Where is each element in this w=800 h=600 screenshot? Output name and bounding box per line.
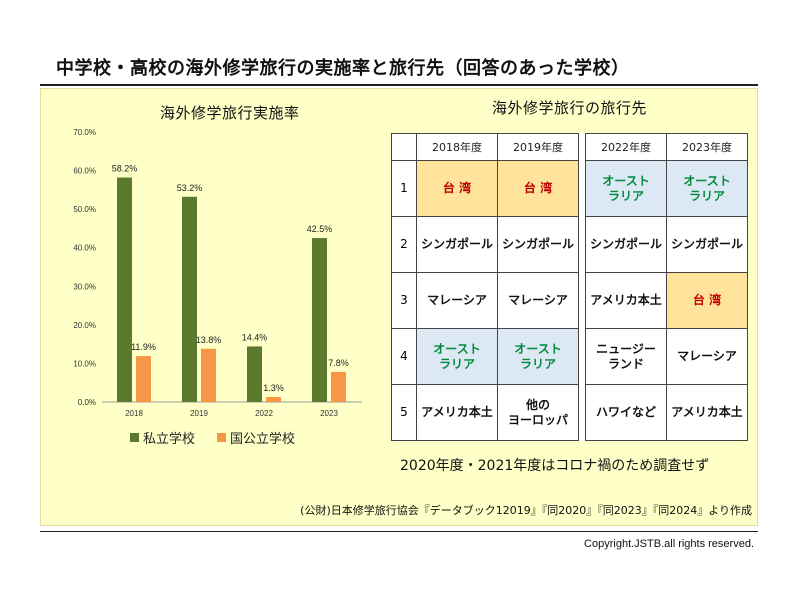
rank-cell: 5 — [391, 384, 417, 441]
table-row: 2 シンガポール シンガポール シンガポール シンガポール — [391, 216, 748, 273]
x-tick-label: 2023 — [320, 409, 338, 418]
data-label: 11.9% — [131, 342, 156, 352]
legend-label-private: 私立学校 — [143, 432, 196, 447]
column-gap — [578, 216, 586, 273]
destination-cell: 台 湾 — [666, 272, 748, 329]
source-citation: (公財)日本修学旅行協会『データブック12019』『同2020』『同2023』『… — [300, 504, 752, 517]
title-underline — [40, 84, 758, 86]
page-title: 中学校・高校の海外修学旅行の実施率と旅行先（回答のあった学校） — [56, 58, 630, 79]
legend-item-public: 国公立学校 — [217, 428, 295, 447]
destination-cell: アメリカ本土 — [585, 272, 667, 329]
destination-cell: マレーシア — [416, 272, 498, 329]
destination-cell: シンガポール — [497, 216, 579, 273]
chart-title: 海外修学旅行実施率 — [160, 104, 300, 122]
rank-cell: 4 — [391, 328, 417, 385]
destination-cell: 台 湾 — [416, 160, 498, 217]
destination-cell: マレーシア — [497, 272, 579, 329]
bar-2019-public — [201, 348, 216, 402]
y-tick-label: 50.0% — [73, 205, 96, 214]
y-tick-label: 10.0% — [73, 359, 96, 368]
destination-table: 2018年度 2019年度 2022年度 2023年度 1 台 湾台 湾オースト ラリア オー… — [391, 133, 748, 441]
destination-cell: オースト ラリア — [416, 328, 498, 385]
x-tick-label: 2018 — [125, 409, 143, 418]
bar-2018-public — [136, 356, 151, 402]
rank-header — [391, 133, 417, 161]
destination-cell: シンガポール — [416, 216, 498, 273]
data-label: 58.2% — [112, 164, 138, 174]
data-label: 7.8% — [328, 358, 349, 368]
destination-cell: マレーシア — [666, 328, 748, 385]
column-gap — [578, 133, 586, 161]
destination-cell: シンガポール — [585, 216, 667, 273]
y-tick-label: 40.0% — [73, 244, 96, 253]
bar-2023-private — [312, 238, 327, 402]
destination-cell: ハワイなど — [585, 384, 667, 441]
table-row: 4 オースト ラリア オースト ラリア ニュージー ランド マレーシア — [391, 328, 748, 385]
table-row: 3 マレーシア マレーシア アメリカ本土台 湾 — [391, 272, 748, 329]
bar-2022-public — [266, 396, 281, 402]
data-label: 1.3% — [263, 383, 284, 393]
data-label: 53.2% — [177, 183, 203, 193]
data-label: 42.5% — [307, 224, 333, 234]
footer-rule — [40, 531, 758, 532]
destination-cell: 台 湾 — [497, 160, 579, 217]
destination-cell: オースト ラリア — [585, 160, 667, 217]
x-tick-label: 2022 — [255, 409, 273, 418]
y-tick-label: 20.0% — [73, 321, 96, 330]
chart-legend: 私立学校 国公立学校 — [130, 428, 295, 447]
legend-swatch-public — [217, 433, 227, 442]
data-label: 13.8% — [196, 335, 222, 345]
column-gap — [578, 160, 586, 217]
rank-cell: 3 — [391, 272, 417, 329]
bar-2019-private — [182, 196, 197, 402]
rank-cell: 1 — [391, 160, 417, 217]
table-title: 海外修学旅行の旅行先 — [492, 99, 648, 117]
table-row: 5 アメリカ本土 他の ヨーロッパ ハワイなど アメリカ本土 — [391, 384, 748, 441]
year-header: 2022年度 — [585, 133, 667, 161]
legend-label-public: 国公立学校 — [230, 432, 296, 447]
destination-cell: アメリカ本土 — [666, 384, 748, 441]
y-tick-label: 70.0% — [73, 128, 96, 137]
covid-note: 2020年度・2021年度はコロナ禍のため調査せず — [400, 458, 710, 474]
y-tick-label: 30.0% — [73, 282, 96, 291]
bar-2023-public — [331, 371, 346, 402]
destination-cell: オースト ラリア — [666, 160, 748, 217]
bar-chart: 0.0% 10.0% 20.0% 30.0% 40.0% 50.0% 60.0% 70.0% 5… — [73, 128, 362, 418]
y-tick-label: 60.0% — [73, 167, 96, 176]
bar-2022-private — [247, 346, 262, 402]
destination-cell: アメリカ本土 — [416, 384, 498, 441]
destination-cell: ニュージー ランド — [585, 328, 667, 385]
column-gap — [578, 384, 586, 441]
table-header-row: 2018年度 2019年度 2022年度 2023年度 — [391, 133, 748, 161]
copyright-text: Copyright.JSTB.all rights reserved. — [584, 538, 754, 550]
destination-cell: シンガポール — [666, 216, 748, 273]
destination-cell: 他の ヨーロッパ — [497, 384, 579, 441]
legend-swatch-private — [130, 433, 139, 442]
year-header: 2018年度 — [416, 133, 498, 161]
column-gap — [578, 272, 586, 329]
y-tick-label: 0.0% — [78, 398, 96, 407]
year-header: 2019年度 — [497, 133, 579, 161]
bar-2018-private — [117, 177, 132, 402]
legend-item-private: 私立学校 — [130, 428, 195, 447]
column-gap — [578, 328, 586, 385]
x-tick-label: 2019 — [190, 409, 208, 418]
year-header: 2023年度 — [666, 133, 748, 161]
destination-cell: オースト ラリア — [497, 328, 579, 385]
rank-cell: 2 — [391, 216, 417, 273]
data-label: 14.4% — [242, 332, 268, 342]
